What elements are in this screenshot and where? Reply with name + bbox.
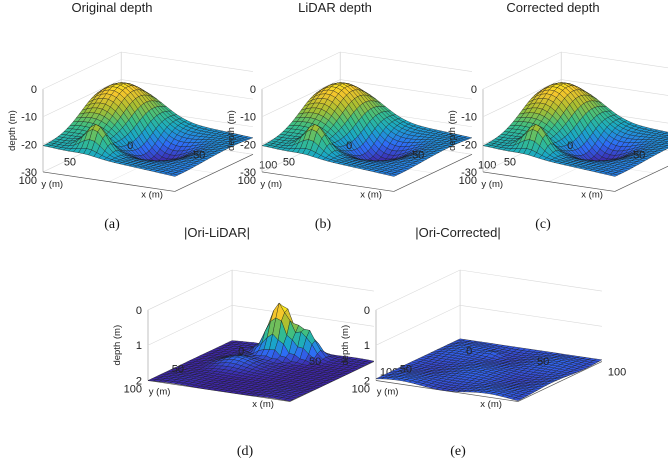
x-tick-label: 50 (537, 356, 549, 368)
y-tick-label: 100 (238, 175, 256, 187)
z-axis-label: depth (m) (226, 110, 237, 151)
y-axis-label: y (m) (481, 179, 503, 190)
x-axis-label: x (m) (252, 399, 274, 410)
x-tick-label: 100 (478, 159, 496, 171)
x-axis-label: x (m) (141, 190, 163, 201)
panel-caption: (b) (315, 217, 332, 232)
y-tick-label: 100 (352, 383, 370, 395)
z-tick-label: 0 (250, 84, 256, 96)
y-tick-label: 100 (19, 175, 37, 187)
x-tick-label: 50 (193, 150, 205, 162)
x-tick-label: 0 (127, 140, 133, 152)
z-axis-label: depth (m) (447, 110, 458, 151)
x-axis-label: x (m) (360, 190, 382, 201)
panel-caption: (d) (237, 444, 254, 459)
z-gridline (148, 270, 374, 310)
z-axis-label: depth (m) (7, 110, 18, 151)
x-tick-label: 100 (608, 367, 626, 379)
panel-title: |Ori-Corrected| (415, 225, 501, 240)
x-tick-label: 0 (238, 346, 244, 358)
z-tick-label: 0 (31, 84, 37, 96)
panel-title: LiDAR depth (298, 0, 372, 15)
y-tick-label: 100 (124, 383, 142, 395)
x-axis-label: x (m) (581, 190, 603, 201)
panel-caption: (e) (450, 444, 466, 459)
x-axis-label: x (m) (480, 399, 502, 410)
z-axis-label: depth (m) (340, 325, 351, 366)
z-tick-label: 0 (364, 305, 370, 317)
z-tick-label: 1 (136, 340, 142, 352)
y-axis-label: y (m) (149, 387, 171, 398)
z-gridline (483, 52, 668, 89)
z-tick-label: -20 (240, 139, 256, 151)
x-tick-label: 0 (346, 140, 352, 152)
y-axis-label: y (m) (377, 387, 399, 398)
z-tick-label: 1 (364, 340, 370, 352)
z-tick-label: 0 (136, 305, 142, 317)
z-gridline (376, 270, 602, 310)
y-tick-label: 50 (400, 364, 412, 376)
z-tick-label: -10 (21, 112, 37, 124)
x-tick-label: 0 (466, 346, 472, 358)
z-tick-label: -20 (461, 139, 477, 151)
z-axis-label: depth (m) (112, 325, 123, 366)
x-tick-label: 50 (633, 150, 645, 162)
panel-title: |Ori-LiDAR| (184, 225, 250, 240)
z-gridline (376, 305, 602, 345)
panel-title: Corrected depth (506, 0, 599, 15)
panel-caption: (a) (104, 217, 120, 232)
y-axis-label: y (m) (260, 179, 282, 190)
z-tick-label: 0 (471, 84, 477, 96)
panel-caption: (c) (535, 217, 551, 232)
y-tick-label: 50 (283, 156, 295, 168)
y-axis-label: y (m) (41, 179, 63, 190)
z-tick-label: -20 (21, 139, 37, 151)
y-tick-label: 50 (64, 156, 76, 168)
x-tick-label: 50 (309, 356, 321, 368)
x-tick-label: 0 (567, 140, 573, 152)
y-tick-label: 50 (172, 364, 184, 376)
panel-title: Original depth (72, 0, 153, 15)
y-tick-label: 100 (459, 175, 477, 187)
z-tick-label: -10 (461, 112, 477, 124)
x-tick-label: 50 (412, 150, 424, 162)
y-tick-label: 50 (504, 156, 516, 168)
z-tick-label: -10 (240, 112, 256, 124)
